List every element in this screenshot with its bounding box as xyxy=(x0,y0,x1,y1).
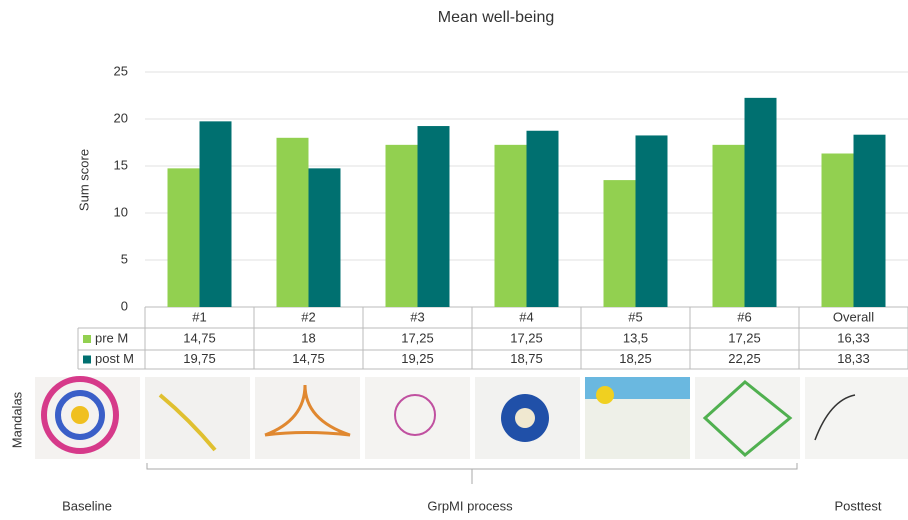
mandala-drawing xyxy=(71,406,89,424)
mandala-drawing xyxy=(596,386,614,404)
x-tick-label: #6 xyxy=(737,309,751,324)
chart: Mean well-being Sum score Mandalas Basel… xyxy=(0,0,908,515)
table-value: 13,5 xyxy=(623,330,648,345)
bar xyxy=(604,180,636,307)
x-tick-label: #4 xyxy=(519,309,533,324)
y-tick-label: 20 xyxy=(114,110,128,125)
bar xyxy=(636,135,668,307)
y-axis-label: Sum score xyxy=(76,149,91,211)
x-tick-label: Overall xyxy=(833,309,874,324)
bar xyxy=(822,153,854,307)
table-value: 18,33 xyxy=(837,351,870,366)
x-tick-label: #3 xyxy=(410,309,424,324)
bar xyxy=(495,145,527,307)
chart-title: Mean well-being xyxy=(438,9,555,26)
legend-swatch xyxy=(83,356,91,364)
x-tick-label: #5 xyxy=(628,309,642,324)
y-tick-label: 15 xyxy=(114,157,128,172)
x-tick-label: #2 xyxy=(301,309,315,324)
mandala-image xyxy=(255,377,360,459)
y-tick-label: 25 xyxy=(114,63,128,78)
bar xyxy=(527,131,559,307)
bar xyxy=(309,168,341,307)
x-tick-label: #1 xyxy=(192,309,206,324)
legend-swatch xyxy=(83,335,91,343)
table-value: 17,25 xyxy=(728,330,761,345)
table-value: 17,25 xyxy=(510,330,543,345)
phase-label: GrpMI process xyxy=(427,498,513,513)
bar xyxy=(386,145,418,307)
table-value: 18,25 xyxy=(619,351,652,366)
y-tick-label: 5 xyxy=(121,251,128,266)
phase-label: Baseline xyxy=(62,498,112,513)
table-value: 17,25 xyxy=(401,330,434,345)
table-value: 22,25 xyxy=(728,351,761,366)
mandala-drawing xyxy=(515,408,535,428)
mandala-image xyxy=(365,377,470,459)
bar xyxy=(168,168,200,307)
bar xyxy=(745,98,777,307)
phase-label: Posttest xyxy=(835,498,882,513)
table-value: 18 xyxy=(301,330,315,345)
bar xyxy=(277,138,309,307)
mandala-images xyxy=(35,377,908,459)
table-value: 19,75 xyxy=(183,351,216,366)
mandala-image xyxy=(695,377,800,459)
y-tick-label: 0 xyxy=(121,298,128,313)
legend-label: post M xyxy=(95,351,134,366)
table-value: 14,75 xyxy=(183,330,216,345)
bar xyxy=(713,145,745,307)
bar xyxy=(200,121,232,307)
mandala-image xyxy=(805,377,908,459)
table-value: 14,75 xyxy=(292,351,325,366)
page: Mean well-being Sum score Mandalas Basel… xyxy=(0,0,908,515)
bar xyxy=(418,126,450,307)
y-tick-label: 10 xyxy=(114,204,128,219)
table-value: 18,75 xyxy=(510,351,543,366)
legend-label: pre M xyxy=(95,330,128,345)
table-value: 16,33 xyxy=(837,330,870,345)
table-value: 19,25 xyxy=(401,351,434,366)
mandala-image xyxy=(145,377,250,459)
bar xyxy=(854,135,886,307)
mandalas-label: Mandalas xyxy=(9,391,24,448)
bracket xyxy=(147,463,797,484)
